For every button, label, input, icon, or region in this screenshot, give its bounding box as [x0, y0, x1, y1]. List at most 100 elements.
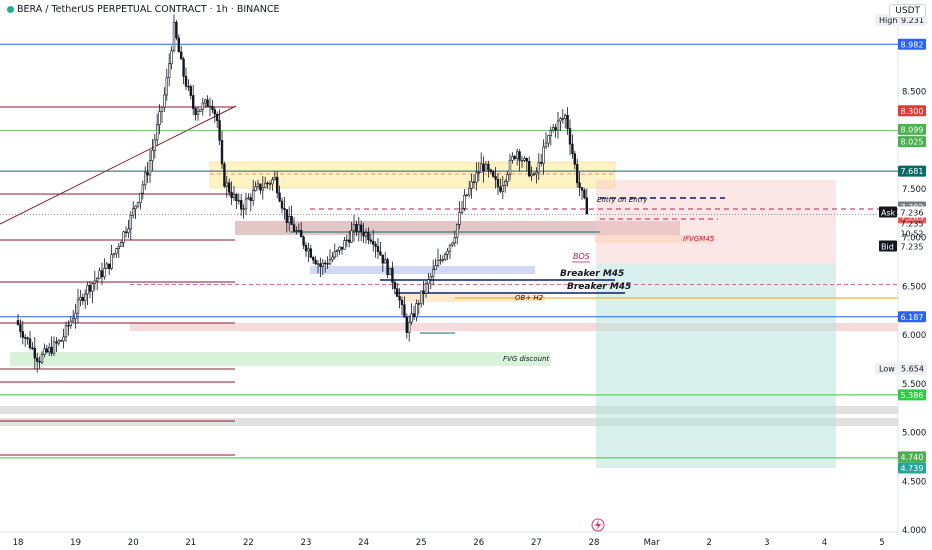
candle-body: [122, 231, 125, 243]
candle-body: [357, 224, 360, 232]
candle-body: [434, 265, 437, 270]
candle-body: [338, 246, 341, 251]
candle-body: [328, 259, 332, 265]
candle-body: [508, 159, 512, 176]
candle-body: [98, 270, 101, 279]
candle-body: [364, 232, 368, 237]
candle-body: [333, 251, 336, 258]
symbol-title: BERA / TetherUS PERPETUAL CONTRACT · 1h …: [17, 4, 280, 15]
candle-body: [520, 160, 524, 162]
candle-body: [172, 21, 176, 52]
candle-body: [537, 162, 541, 173]
candle-body: [180, 51, 183, 60]
y-tick-label: 7.500: [902, 185, 926, 195]
candle-body: [273, 176, 276, 180]
candle-body: [84, 293, 87, 302]
candle-body: [431, 269, 435, 277]
x-tick-label: 25: [416, 538, 427, 548]
lightning-icon[interactable]: [591, 518, 605, 532]
candle-body: [417, 303, 420, 305]
candle-body: [573, 153, 577, 165]
candle-body: [134, 205, 137, 209]
candle-body: [230, 191, 233, 198]
candle-body: [21, 331, 24, 338]
zones: [0, 161, 898, 468]
candle-body: [144, 172, 147, 186]
candle-body: [549, 130, 553, 136]
candle-body: [393, 282, 396, 289]
candle-body: [391, 267, 394, 283]
candle-body: [254, 186, 257, 191]
candle-body: [141, 184, 144, 194]
candle-body: [491, 171, 495, 177]
x-tick-label: 21: [185, 538, 196, 548]
candle-body: [74, 312, 77, 319]
candle-body: [168, 63, 171, 79]
candle-body: [232, 193, 236, 198]
candle-body: [475, 172, 478, 183]
candle-body: [309, 248, 312, 258]
x-tick-label: 26: [473, 538, 484, 548]
y-tick-label: 5.000: [902, 429, 926, 439]
candle-body: [532, 173, 536, 176]
svg-text:6.187: 6.187: [901, 313, 924, 322]
candle-body: [50, 346, 53, 354]
candle-body: [455, 224, 459, 238]
candle-body: [103, 268, 106, 278]
candle-body: [482, 163, 485, 172]
candle-body: [323, 262, 327, 265]
candle-body: [487, 163, 490, 171]
candle-body: [129, 214, 132, 230]
candle-body: [321, 262, 324, 267]
candle-body: [139, 192, 142, 203]
candle-body: [578, 182, 581, 188]
currency-button[interactable]: USDT: [889, 4, 926, 18]
x-tick-label: 2: [706, 538, 711, 548]
svg-text:7.235: 7.235: [901, 219, 924, 228]
y-tick-label: 7.000: [902, 234, 926, 244]
candle-body: [278, 192, 281, 202]
candle-body: [539, 162, 543, 164]
candle-body: [405, 316, 408, 333]
price-tag: 6.187: [898, 311, 926, 323]
candle-body: [575, 164, 579, 184]
candle-body: [559, 118, 562, 122]
candle-body: [218, 120, 221, 141]
x-tick-label: 23: [301, 538, 312, 548]
candle-body: [76, 299, 80, 314]
candle-body: [165, 77, 168, 96]
symbol-header[interactable]: BERA / TetherUS PERPETUAL CONTRACT · 1h …: [7, 4, 280, 15]
price-tag: 7.681: [898, 165, 926, 177]
y-tick-label: 6.000: [902, 331, 926, 341]
candle-body: [453, 237, 456, 244]
candle-body: [247, 197, 250, 200]
candle-body: [211, 105, 214, 111]
candle-body: [367, 232, 370, 241]
candle-body: [31, 347, 34, 349]
price-tag: 4.740: [898, 451, 926, 463]
candle-body: [501, 185, 504, 192]
breaker-annotation: Breaker M45: [560, 269, 624, 279]
candle-body: [158, 111, 161, 126]
candle-body: [302, 236, 305, 246]
candle-body: [132, 208, 135, 216]
candle-body: [451, 242, 454, 246]
candle-body: [117, 246, 121, 249]
candle-body: [228, 182, 231, 193]
candle-body: [527, 160, 531, 177]
candle-body: [400, 299, 404, 306]
candle-body: [81, 297, 85, 302]
x-tick-label: 28: [589, 538, 600, 548]
candles: [16, 14, 589, 373]
candle-body: [484, 163, 488, 172]
candle-body: [263, 182, 267, 188]
candle-body: [170, 50, 173, 65]
candle-body: [299, 230, 303, 238]
svg-text:5.654: 5.654: [901, 365, 924, 374]
candle-body: [184, 75, 188, 87]
candle-body: [494, 176, 497, 180]
candle-body: [441, 259, 444, 261]
price-tag: 8.099: [898, 123, 926, 135]
x-tick-label: 27: [531, 538, 542, 548]
